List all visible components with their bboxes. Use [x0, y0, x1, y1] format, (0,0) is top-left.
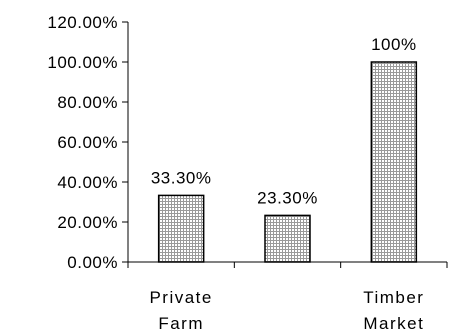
bar — [157, 194, 205, 263]
bars — [157, 61, 418, 263]
y-tick-label: 0.00% — [67, 253, 118, 272]
y-tick-label: 120.00% — [47, 13, 118, 32]
data-labels: 33.30% 23.30% 100% — [151, 35, 416, 207]
y-tick-label: 60.00% — [57, 133, 118, 152]
category-labels: Private Farm Timber Market — [149, 288, 424, 333]
y-tick-label: 100.00% — [47, 53, 118, 72]
bar-value-label: 23.30% — [257, 188, 318, 207]
y-axis: 0.00% 20.00% 40.00% 60.00% 80.00% 100.00% 120.… — [47, 13, 129, 272]
bar — [264, 214, 311, 263]
x-category-label: Farm — [158, 314, 204, 333]
y-tick-label: 40.00% — [57, 173, 118, 192]
x-category-label: Private — [149, 288, 212, 307]
bar — [370, 61, 418, 263]
x-category-label: Timber — [363, 288, 424, 307]
y-tick-label: 20.00% — [57, 213, 118, 232]
x-category-label: Market — [363, 314, 424, 333]
x-axis — [127, 261, 448, 268]
bar-value-label: 33.30% — [151, 168, 212, 187]
y-tick-label: 80.00% — [57, 93, 118, 112]
bar-value-label: 100% — [371, 35, 416, 54]
